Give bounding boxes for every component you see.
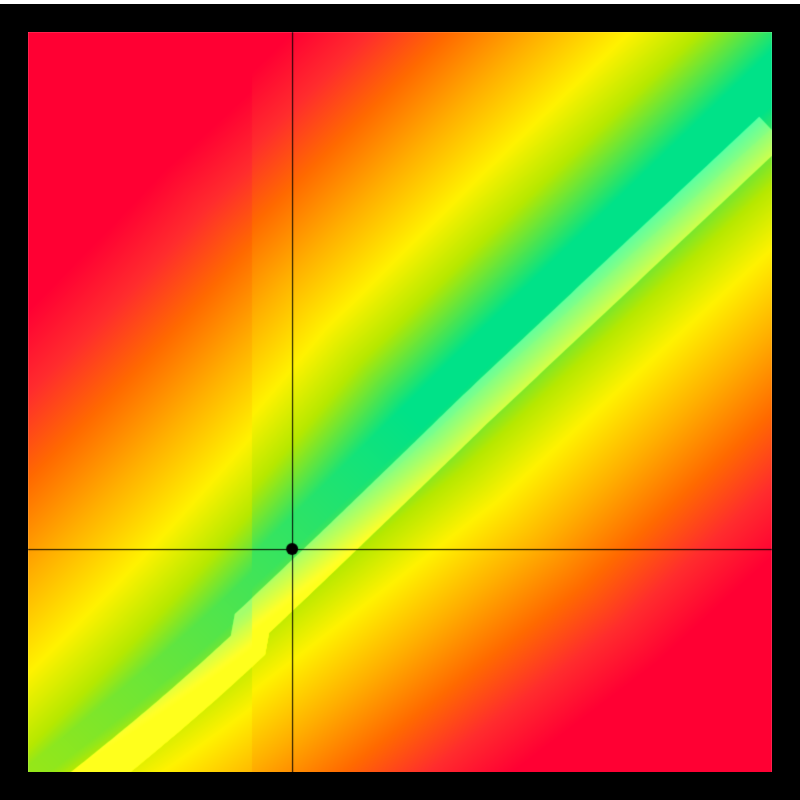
plot-border — [0, 4, 800, 800]
chart-wrapper: TheBottleneck.com — [0, 0, 800, 800]
